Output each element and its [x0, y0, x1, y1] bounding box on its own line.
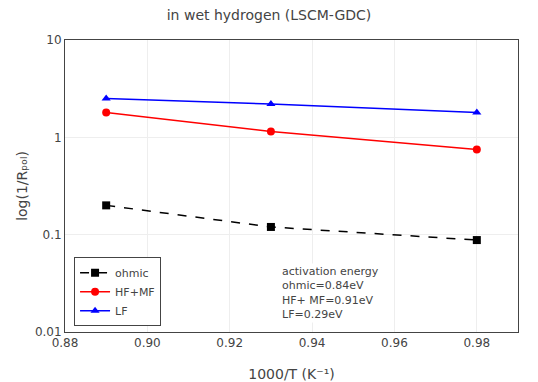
svg-text:ohmic: ohmic [115, 267, 149, 280]
svg-text:10: 10 [46, 33, 61, 47]
svg-text:0.90: 0.90 [134, 336, 161, 350]
svg-text:0.88: 0.88 [52, 336, 79, 350]
svg-text:in wet hydrogen (LSCM-GDC): in wet hydrogen (LSCM-GDC) [167, 7, 372, 23]
svg-text:0.96: 0.96 [381, 336, 408, 350]
svg-text:0.98: 0.98 [463, 336, 490, 350]
svg-text:0.01: 0.01 [35, 325, 62, 339]
svg-text:0.1: 0.1 [43, 228, 62, 242]
svg-text:1: 1 [54, 131, 62, 145]
svg-text:activation energyohmic=0.84eVH: activation energyohmic=0.84eVHF+ MF=0.91… [282, 265, 379, 321]
svg-text:HF+MF: HF+MF [115, 286, 155, 299]
svg-text:LF: LF [115, 305, 127, 318]
svg-text:log(1/Rₚₒₗ): log(1/Rₚₒₗ) [14, 151, 30, 221]
svg-text:0.94: 0.94 [299, 336, 326, 350]
svg-text:1000/T (K⁻¹): 1000/T (K⁻¹) [248, 366, 334, 382]
svg-text:0.92: 0.92 [216, 336, 243, 350]
